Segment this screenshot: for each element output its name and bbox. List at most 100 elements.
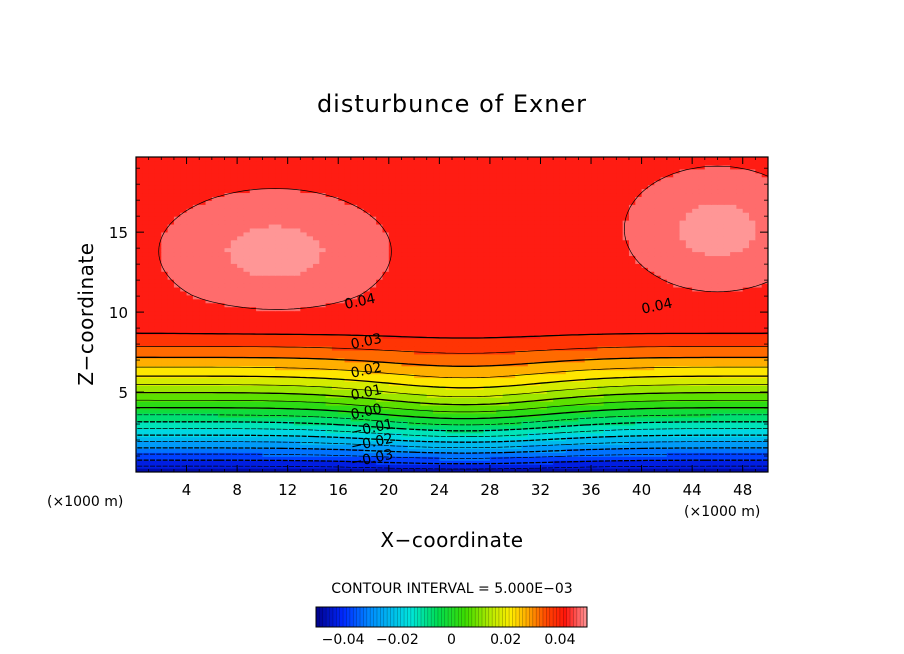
field-cell	[262, 440, 270, 446]
field-cell	[553, 468, 561, 472]
field-cell	[692, 401, 700, 406]
field-cell	[597, 377, 605, 383]
field-cell	[287, 373, 295, 379]
field-cell	[616, 306, 624, 312]
field-cell	[730, 298, 737, 304]
field-cell	[679, 302, 687, 308]
field-cell	[628, 424, 636, 430]
field-cell	[496, 436, 504, 442]
field-cell	[565, 306, 573, 312]
field-cell	[344, 389, 352, 394]
field-cell	[395, 365, 403, 371]
field-cell	[458, 310, 466, 316]
field-cell	[692, 381, 700, 386]
field-cell	[256, 405, 263, 410]
field-cell	[173, 448, 181, 453]
field-cell	[578, 338, 586, 343]
field-cell	[331, 416, 339, 422]
field-cell	[685, 468, 693, 472]
field-cell	[395, 369, 403, 375]
field-cell	[666, 310, 674, 316]
field-cell	[192, 342, 200, 347]
field-cell	[692, 290, 700, 296]
field-cell	[641, 294, 649, 300]
field-cell	[161, 436, 169, 442]
field-cell	[704, 444, 712, 449]
field-cell	[717, 306, 725, 312]
field-cell	[654, 342, 662, 347]
field-cell	[249, 322, 257, 327]
field-cell	[635, 428, 643, 434]
field-cell	[268, 314, 276, 320]
field-cell	[211, 342, 219, 347]
field-cell	[730, 412, 737, 418]
field-cell	[597, 440, 605, 446]
field-cell	[553, 365, 561, 371]
field-cell	[742, 326, 750, 331]
field-cell	[300, 444, 308, 449]
field-cell	[249, 456, 257, 461]
field-cell	[218, 361, 226, 367]
field-cell	[470, 318, 478, 323]
field-cell	[407, 393, 415, 398]
field-cell	[420, 460, 428, 465]
field-cell	[610, 294, 617, 300]
field-cell	[249, 405, 257, 410]
field-cell	[742, 302, 750, 308]
field-cell	[224, 416, 232, 422]
field-cell	[350, 334, 358, 339]
field-cell	[243, 444, 251, 449]
field-cell	[578, 310, 586, 316]
field-cell	[433, 310, 440, 316]
field-cell	[382, 322, 390, 327]
field-cell	[331, 397, 339, 402]
field-cell	[420, 334, 428, 339]
field-cell	[723, 310, 731, 316]
field-cell	[142, 322, 150, 327]
field-cell	[262, 444, 270, 449]
field-cell	[287, 298, 295, 304]
field-cell	[692, 420, 700, 426]
field-cell	[616, 365, 624, 371]
field-cell	[382, 381, 390, 386]
field-cell	[635, 397, 643, 402]
field-cell	[325, 397, 333, 402]
field-cell	[584, 393, 592, 398]
field-cell	[256, 377, 263, 383]
field-cell	[464, 318, 472, 323]
field-cell	[331, 275, 339, 280]
field-cell	[338, 342, 346, 347]
field-cell	[477, 373, 485, 379]
field-cell	[243, 397, 251, 402]
field-cell	[230, 381, 238, 386]
field-cell	[521, 416, 529, 422]
field-cell	[496, 416, 504, 422]
field-cell	[186, 306, 194, 312]
field-cell	[369, 432, 377, 438]
field-cell	[287, 416, 295, 422]
field-cell	[369, 330, 377, 335]
field-cell	[395, 385, 403, 390]
field-cell	[515, 389, 523, 394]
field-cell	[275, 373, 282, 379]
field-cell	[647, 346, 655, 351]
field-cell	[426, 302, 434, 308]
field-cell	[445, 448, 453, 453]
field-cell	[224, 385, 232, 390]
field-cell	[167, 420, 175, 426]
field-cell	[439, 314, 447, 320]
field-cell	[148, 314, 156, 320]
field-cell	[154, 357, 162, 363]
field-cell	[433, 460, 440, 465]
field-cell	[154, 424, 162, 430]
field-cell	[350, 346, 358, 351]
field-cell	[679, 444, 687, 449]
field-cell	[205, 448, 213, 453]
field-cell	[363, 432, 371, 438]
field-cell	[572, 365, 579, 371]
field-cell	[420, 412, 428, 418]
field-cell	[445, 365, 453, 371]
field-cell	[237, 283, 245, 288]
field-cell	[211, 322, 219, 327]
field-cell	[262, 294, 270, 300]
